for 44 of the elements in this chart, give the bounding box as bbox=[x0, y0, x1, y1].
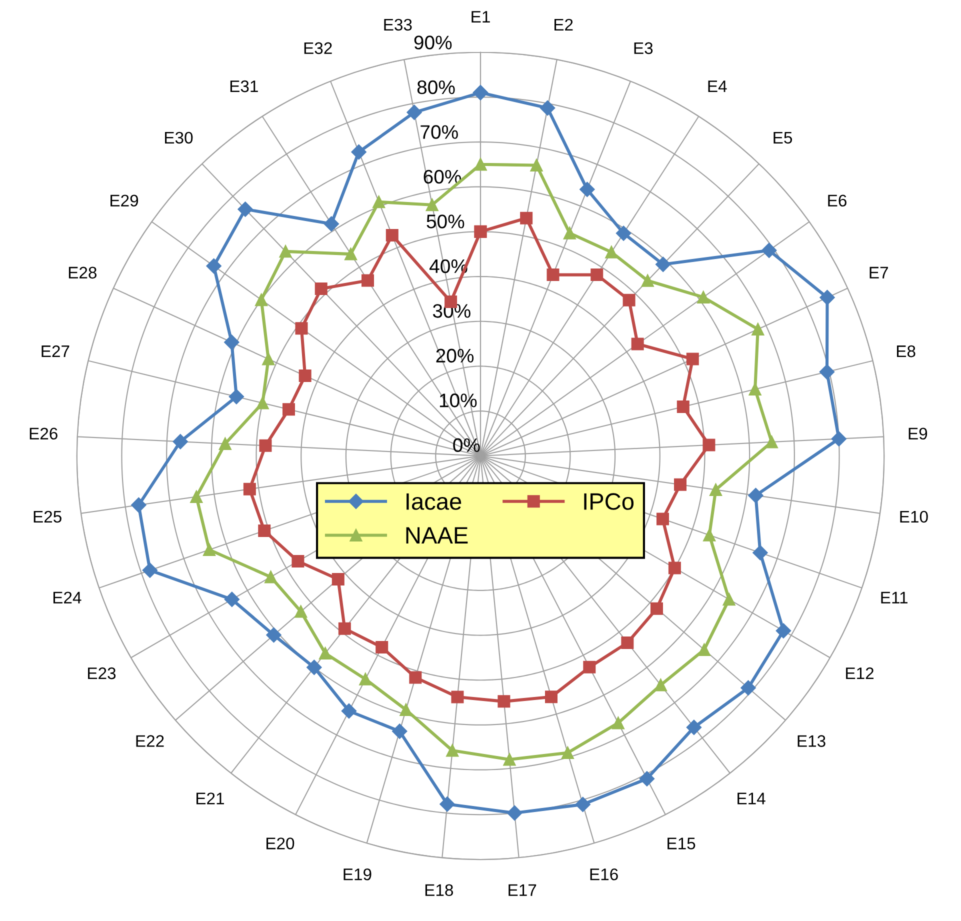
spoke-label: E32 bbox=[304, 42, 332, 54]
spoke-label: E33 bbox=[384, 18, 412, 31]
spoke-label: E6 bbox=[828, 194, 846, 207]
spoke-label: E13 bbox=[798, 735, 826, 747]
spoke-label: E25 bbox=[34, 510, 62, 523]
y-tick-label: 20% bbox=[436, 348, 474, 363]
spoke-label: E30 bbox=[165, 132, 193, 144]
legend-label: Iacae bbox=[406, 493, 462, 510]
spoke-label: E18 bbox=[425, 884, 453, 896]
spoke-label: E31 bbox=[230, 80, 258, 92]
spoke-label: E20 bbox=[266, 838, 294, 850]
y-tick-label: 0% bbox=[453, 438, 480, 452]
y-tick-label: 10% bbox=[440, 394, 477, 408]
spoke-label: E1 bbox=[472, 11, 490, 23]
spoke-label: E15 bbox=[668, 838, 696, 850]
spoke-label: E17 bbox=[508, 884, 536, 896]
spoke-label: E24 bbox=[53, 592, 82, 604]
spoke-label: E9 bbox=[908, 428, 928, 440]
spoke-label: E28 bbox=[68, 266, 97, 279]
y-tick-label: 70% bbox=[420, 125, 458, 139]
y-tick-label: 60% bbox=[424, 170, 462, 184]
spoke-label: E7 bbox=[870, 266, 888, 278]
spoke-label: E5 bbox=[774, 132, 792, 144]
spoke-label: E4 bbox=[708, 80, 727, 92]
legend-label: NAAE bbox=[406, 527, 468, 544]
spoke-label: E23 bbox=[88, 667, 116, 680]
spoke-label: E10 bbox=[900, 510, 928, 523]
y-tick-label: 80% bbox=[417, 80, 455, 94]
spoke-label: E27 bbox=[42, 345, 70, 358]
spoke-label: E11 bbox=[881, 592, 908, 604]
spoke-label: E14 bbox=[738, 792, 766, 804]
spoke-label: E12 bbox=[846, 667, 874, 680]
spoke-label: E2 bbox=[554, 18, 573, 30]
spoke-label: E16 bbox=[590, 868, 618, 880]
spoke-label: E29 bbox=[110, 194, 138, 207]
y-tick-label: 90% bbox=[414, 36, 452, 50]
spoke-label: E19 bbox=[344, 868, 372, 880]
y-tick-label: 50% bbox=[426, 214, 464, 228]
spoke-label: E21 bbox=[196, 792, 224, 804]
spoke-label: E22 bbox=[136, 735, 164, 747]
spoke-label: E8 bbox=[896, 345, 916, 358]
legend-label: IPCo bbox=[584, 493, 634, 510]
spoke-label: E3 bbox=[634, 42, 653, 54]
spoke-label: E26 bbox=[30, 428, 58, 440]
